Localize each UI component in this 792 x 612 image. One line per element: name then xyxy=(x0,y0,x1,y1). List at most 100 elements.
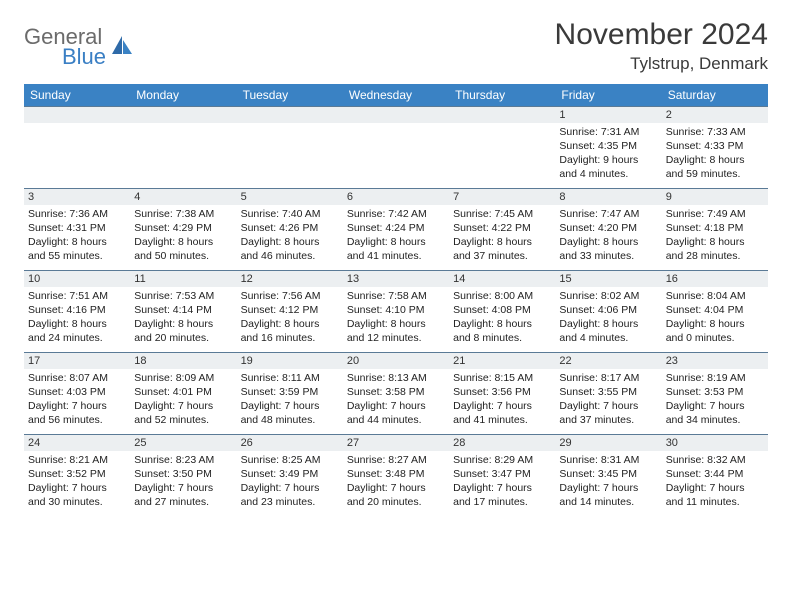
sunset-line: Sunset: 4:10 PM xyxy=(347,303,445,317)
day-details-cell: Sunrise: 8:31 AMSunset: 3:45 PMDaylight:… xyxy=(555,451,661,517)
day-number-cell: 20 xyxy=(343,353,449,369)
sunrise-line: Sunrise: 7:40 AM xyxy=(241,207,339,221)
day-details-cell: Sunrise: 8:11 AMSunset: 3:59 PMDaylight:… xyxy=(237,369,343,435)
day-details-cell: Sunrise: 7:31 AMSunset: 4:35 PMDaylight:… xyxy=(555,123,661,189)
day-number-cell: 23 xyxy=(662,353,768,369)
day-details-cell: Sunrise: 7:42 AMSunset: 4:24 PMDaylight:… xyxy=(343,205,449,271)
sunrise-line: Sunrise: 8:19 AM xyxy=(666,371,764,385)
daylight-line: Daylight: 8 hours and 59 minutes. xyxy=(666,153,764,181)
day-details-row: Sunrise: 8:07 AMSunset: 4:03 PMDaylight:… xyxy=(24,369,768,435)
day-number-cell: 3 xyxy=(24,189,130,205)
day-details-cell: Sunrise: 7:36 AMSunset: 4:31 PMDaylight:… xyxy=(24,205,130,271)
sunrise-line: Sunrise: 8:04 AM xyxy=(666,289,764,303)
day-details-cell: Sunrise: 8:32 AMSunset: 3:44 PMDaylight:… xyxy=(662,451,768,517)
day-number-cell: 13 xyxy=(343,271,449,287)
weekday-header-cell: Sunday xyxy=(24,84,130,107)
sunrise-line: Sunrise: 8:32 AM xyxy=(666,453,764,467)
day-details-cell: Sunrise: 8:29 AMSunset: 3:47 PMDaylight:… xyxy=(449,451,555,517)
daylight-line: Daylight: 7 hours and 56 minutes. xyxy=(28,399,126,427)
daylight-line: Daylight: 7 hours and 20 minutes. xyxy=(347,481,445,509)
logo-word-blue: Blue xyxy=(62,46,106,68)
day-number-cell xyxy=(449,107,555,123)
day-details-row: Sunrise: 7:36 AMSunset: 4:31 PM Daylight:… xyxy=(24,205,768,271)
day-number-cell: 1 xyxy=(555,107,661,123)
sunrise-line: Sunrise: 7:31 AM xyxy=(559,125,657,139)
daylight-line: Daylight: 7 hours and 34 minutes. xyxy=(666,399,764,427)
day-details-cell: Sunrise: 8:02 AMSunset: 4:06 PMDaylight:… xyxy=(555,287,661,353)
day-details-cell: Sunrise: 7:53 AMSunset: 4:14 PMDaylight:… xyxy=(130,287,236,353)
sunrise-line: Sunrise: 7:56 AM xyxy=(241,289,339,303)
day-number-cell: 30 xyxy=(662,435,768,451)
day-details-cell: Sunrise: 8:00 AMSunset: 4:08 PMDaylight:… xyxy=(449,287,555,353)
day-details-cell: Sunrise: 8:04 AMSunset: 4:04 PMDaylight:… xyxy=(662,287,768,353)
sunset-line: Sunset: 4:18 PM xyxy=(666,221,764,235)
sunrise-line: Sunrise: 7:45 AM xyxy=(453,207,551,221)
day-number-cell: 7 xyxy=(449,189,555,205)
daylight-line: Daylight: 8 hours and 24 minutes. xyxy=(28,317,126,345)
sunset-line: Sunset: 4:24 PM xyxy=(347,221,445,235)
day-number-cell: 6 xyxy=(343,189,449,205)
day-details-cell: Sunrise: 7:33 AMSunset: 4:33 PMDaylight:… xyxy=(662,123,768,189)
day-number-cell: 5 xyxy=(237,189,343,205)
daylight-line: Daylight: 8 hours and 46 minutes. xyxy=(241,235,339,263)
sunrise-line: Sunrise: 7:58 AM xyxy=(347,289,445,303)
daylight-line: Daylight: 7 hours and 52 minutes. xyxy=(134,399,232,427)
sunrise-line: Sunrise: 8:11 AM xyxy=(241,371,339,385)
day-details-row: Sunrise: 8:21 AMSunset: 3:52 PMDaylight:… xyxy=(24,451,768,517)
day-details-cell: Sunrise: 7:40 AMSunset: 4:26 PMDaylight:… xyxy=(237,205,343,271)
sunrise-line: Sunrise: 8:07 AM xyxy=(28,371,126,385)
day-number-cell: 15 xyxy=(555,271,661,287)
sunrise-line: Sunrise: 8:23 AM xyxy=(134,453,232,467)
daylight-line: Daylight: 7 hours and 44 minutes. xyxy=(347,399,445,427)
daylight-line: Daylight: 7 hours and 41 minutes. xyxy=(453,399,551,427)
daylight-line: Daylight: 8 hours and 12 minutes. xyxy=(347,317,445,345)
sunrise-line: Sunrise: 8:29 AM xyxy=(453,453,551,467)
daylight-line: Daylight: 8 hours and 33 minutes. xyxy=(559,235,657,263)
day-number-row: 12 xyxy=(24,107,768,123)
day-details-cell xyxy=(24,123,130,189)
sunset-line: Sunset: 3:59 PM xyxy=(241,385,339,399)
sunrise-line: Sunrise: 7:49 AM xyxy=(666,207,764,221)
day-number-cell: 26 xyxy=(237,435,343,451)
sunrise-line: Sunrise: 8:27 AM xyxy=(347,453,445,467)
month-title: November 2024 xyxy=(555,18,768,52)
weekday-header-cell: Saturday xyxy=(662,84,768,107)
sunset-line: Sunset: 4:06 PM xyxy=(559,303,657,317)
day-number-cell: 25 xyxy=(130,435,236,451)
sunrise-line: Sunrise: 7:51 AM xyxy=(28,289,126,303)
sunset-line: Sunset: 4:04 PM xyxy=(666,303,764,317)
day-number-cell: 2 xyxy=(662,107,768,123)
day-details-cell: Sunrise: 8:25 AMSunset: 3:49 PMDaylight:… xyxy=(237,451,343,517)
sunset-line: Sunset: 4:35 PM xyxy=(559,139,657,153)
day-details-cell: Sunrise: 7:38 AMSunset: 4:29 PMDaylight:… xyxy=(130,205,236,271)
daylight-line: Daylight: 7 hours and 17 minutes. xyxy=(453,481,551,509)
sunset-line: Sunset: 4:29 PM xyxy=(134,221,232,235)
day-number-cell: 27 xyxy=(343,435,449,451)
sunset-line: Sunset: 3:48 PM xyxy=(347,467,445,481)
sunset-line: Sunset: 4:12 PM xyxy=(241,303,339,317)
sunrise-line: Sunrise: 7:47 AM xyxy=(559,207,657,221)
day-details-cell: Sunrise: 8:09 AMSunset: 4:01 PMDaylight:… xyxy=(130,369,236,435)
logo: General Blue xyxy=(24,18,134,68)
weekday-header-cell: Wednesday xyxy=(343,84,449,107)
sunrise-line: Sunrise: 7:38 AM xyxy=(134,207,232,221)
sunrise-line: Sunrise: 7:33 AM xyxy=(666,125,764,139)
daylight-line: Daylight: 7 hours and 48 minutes. xyxy=(241,399,339,427)
sunrise-line: Sunrise: 7:36 AM xyxy=(28,207,126,221)
day-number-row: 3456789 xyxy=(24,189,768,205)
day-details-cell: Sunrise: 7:58 AMSunset: 4:10 PMDaylight:… xyxy=(343,287,449,353)
title-block: November 2024 Tylstrup, Denmark xyxy=(555,18,768,74)
day-number-row: 24252627282930 xyxy=(24,435,768,451)
sunrise-line: Sunrise: 8:13 AM xyxy=(347,371,445,385)
sunrise-line: Sunrise: 8:09 AM xyxy=(134,371,232,385)
sunset-line: Sunset: 4:31 PM xyxy=(28,221,126,235)
daylight-line: Daylight: 7 hours and 23 minutes. xyxy=(241,481,339,509)
logo-text: General Blue xyxy=(24,26,106,68)
sunrise-line: Sunrise: 8:17 AM xyxy=(559,371,657,385)
weekday-header: SundayMondayTuesdayWednesdayThursdayFrid… xyxy=(24,84,768,107)
day-details-cell: Sunrise: 8:19 AMSunset: 3:53 PMDaylight:… xyxy=(662,369,768,435)
daylight-line: Daylight: 8 hours and 4 minutes. xyxy=(559,317,657,345)
day-details-cell: Sunrise: 8:21 AMSunset: 3:52 PMDaylight:… xyxy=(24,451,130,517)
day-details-row: Sunrise: 7:51 AMSunset: 4:16 PMDaylight:… xyxy=(24,287,768,353)
day-number-row: 10111213141516 xyxy=(24,271,768,287)
